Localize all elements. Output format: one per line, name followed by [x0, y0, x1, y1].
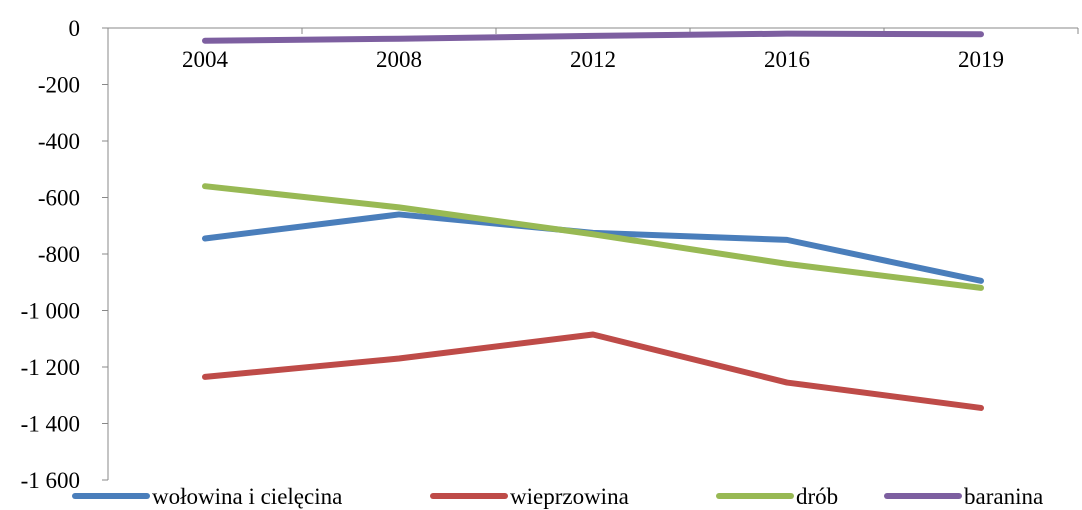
legend-label: wołowina i cielęcina	[152, 484, 342, 509]
x-axis-ticks: 2004 2008 2012 2016 2019	[182, 47, 1004, 72]
y-tick-label: -800	[38, 242, 80, 267]
y-tick-label: -600	[38, 186, 80, 211]
y-tick-label: -200	[38, 73, 80, 98]
series-line-dr-b	[202, 183, 984, 291]
y-tick-label: -1 000	[21, 299, 80, 324]
series-line-wieprzowina	[202, 331, 984, 411]
x-tick-label: 2019	[958, 47, 1004, 72]
x-tick-label: 2016	[764, 47, 810, 72]
x-tick-label: 2004	[182, 47, 229, 72]
series-line-baranina	[202, 30, 984, 44]
y-tick-label: 0	[69, 16, 81, 41]
legend: wołowina i cielęcina wieprzowina drób baran…	[72, 484, 1043, 509]
axes	[102, 27, 1079, 481]
series-lines	[202, 30, 984, 411]
legend-label: wieprzowina	[510, 484, 629, 509]
y-tick-label: -400	[38, 129, 80, 154]
x-tick-label: 2012	[570, 47, 616, 72]
y-axis-ticks: 0 -200 -400 -600 -800 -1 000 -1 200 -1 400 -1 60…	[21, 16, 80, 493]
y-tick-label: -1 600	[21, 468, 80, 493]
x-tick-label: 2008	[376, 47, 422, 72]
y-tick-label: -1 200	[21, 355, 80, 380]
y-tick-label: -1 400	[21, 412, 80, 437]
legend-label: drób	[796, 484, 838, 509]
legend-label: baranina	[964, 484, 1043, 509]
